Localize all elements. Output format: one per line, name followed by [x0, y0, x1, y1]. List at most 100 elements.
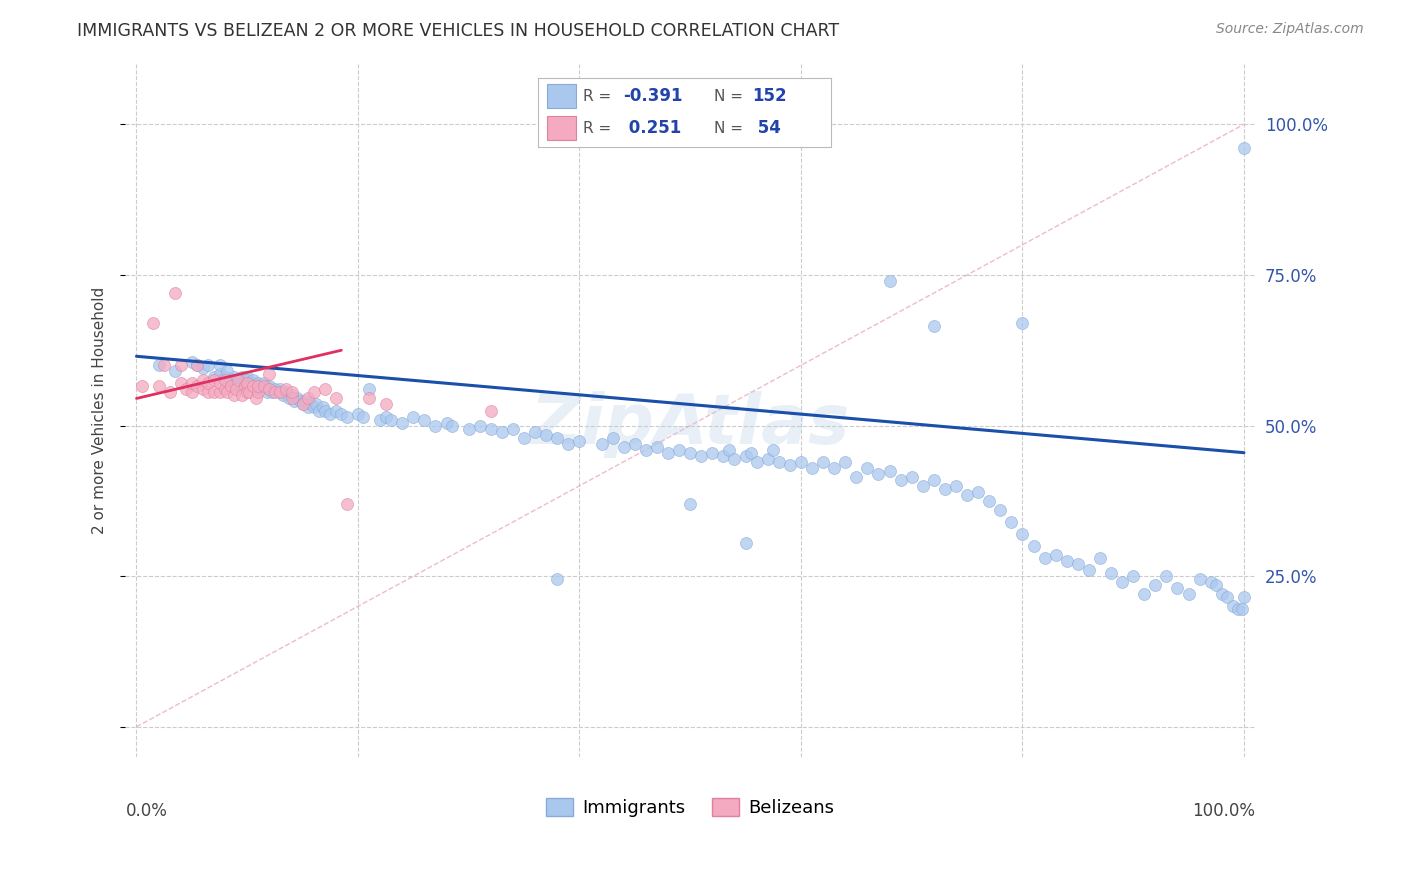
Point	[380, 412, 402, 426]
Point	[214, 373, 236, 387]
Point	[165, 285, 187, 300]
Point	[186, 379, 208, 393]
Point	[357, 392, 380, 406]
Point	[1088, 551, 1111, 566]
Point	[319, 407, 342, 421]
Point	[679, 497, 702, 511]
Point	[945, 479, 967, 493]
Point	[219, 373, 242, 387]
Point	[1033, 551, 1056, 566]
Point	[236, 373, 259, 387]
Point	[297, 401, 319, 415]
Point	[222, 370, 245, 384]
Point	[242, 373, 264, 387]
Point	[247, 379, 270, 393]
Point	[768, 455, 790, 469]
Point	[259, 383, 281, 397]
Point	[756, 451, 779, 466]
Text: ZipAtlas: ZipAtlas	[530, 391, 849, 458]
Point	[502, 421, 524, 435]
Point	[613, 440, 636, 454]
Point	[513, 431, 536, 445]
Point	[242, 379, 264, 393]
Point	[302, 401, 325, 415]
Point	[374, 409, 396, 424]
Point	[801, 460, 824, 475]
Point	[225, 379, 247, 393]
Point	[1166, 581, 1188, 595]
Legend: Immigrants, Belizeans: Immigrants, Belizeans	[538, 790, 842, 824]
Point	[347, 407, 370, 421]
Point	[247, 385, 270, 400]
Point	[988, 503, 1011, 517]
Point	[148, 359, 170, 373]
Point	[264, 383, 287, 397]
Point	[934, 482, 956, 496]
Point	[269, 385, 291, 400]
Point	[260, 385, 283, 400]
Point	[911, 479, 934, 493]
Point	[702, 445, 724, 459]
Point	[314, 383, 336, 397]
Point	[236, 376, 259, 391]
Point	[305, 397, 328, 411]
Point	[271, 388, 294, 402]
Point	[280, 385, 302, 400]
Point	[834, 455, 856, 469]
Point	[280, 392, 302, 406]
Point	[291, 397, 314, 411]
Point	[238, 385, 260, 400]
Point	[1156, 569, 1178, 583]
Text: 100.0%: 100.0%	[1192, 802, 1256, 820]
Point	[374, 397, 396, 411]
Point	[247, 379, 270, 393]
Point	[436, 416, 458, 430]
Point	[879, 274, 901, 288]
Point	[180, 355, 202, 369]
Point	[302, 385, 325, 400]
Point	[264, 385, 287, 400]
Point	[202, 373, 225, 387]
Point	[325, 403, 347, 417]
Point	[311, 401, 333, 415]
Point	[165, 364, 187, 378]
Point	[634, 442, 657, 457]
Point	[259, 383, 281, 397]
Point	[534, 427, 557, 442]
Point	[202, 370, 225, 384]
Point	[259, 379, 281, 393]
Point	[723, 451, 745, 466]
Point	[197, 359, 219, 373]
Point	[236, 370, 259, 384]
Point	[191, 361, 214, 376]
Point	[290, 394, 312, 409]
Point	[233, 373, 256, 387]
Point	[1177, 587, 1199, 601]
Point	[441, 418, 464, 433]
Point	[1211, 587, 1233, 601]
Point	[236, 379, 259, 393]
Point	[657, 445, 679, 459]
Point	[524, 425, 547, 439]
Point	[745, 455, 768, 469]
Point	[1230, 602, 1253, 616]
Point	[1000, 515, 1022, 529]
Point	[219, 379, 242, 393]
Point	[336, 497, 359, 511]
Point	[253, 379, 276, 393]
Point	[425, 418, 447, 433]
Point	[479, 421, 502, 435]
Point	[259, 368, 281, 382]
Point	[790, 455, 813, 469]
Point	[1011, 316, 1033, 330]
Point	[645, 440, 668, 454]
Point	[228, 373, 250, 387]
Point	[713, 449, 735, 463]
Point	[283, 394, 305, 409]
Point	[148, 379, 170, 393]
Point	[191, 373, 214, 387]
Point	[856, 460, 879, 475]
Point	[208, 368, 231, 382]
Point	[1233, 591, 1256, 605]
Point	[368, 412, 391, 426]
